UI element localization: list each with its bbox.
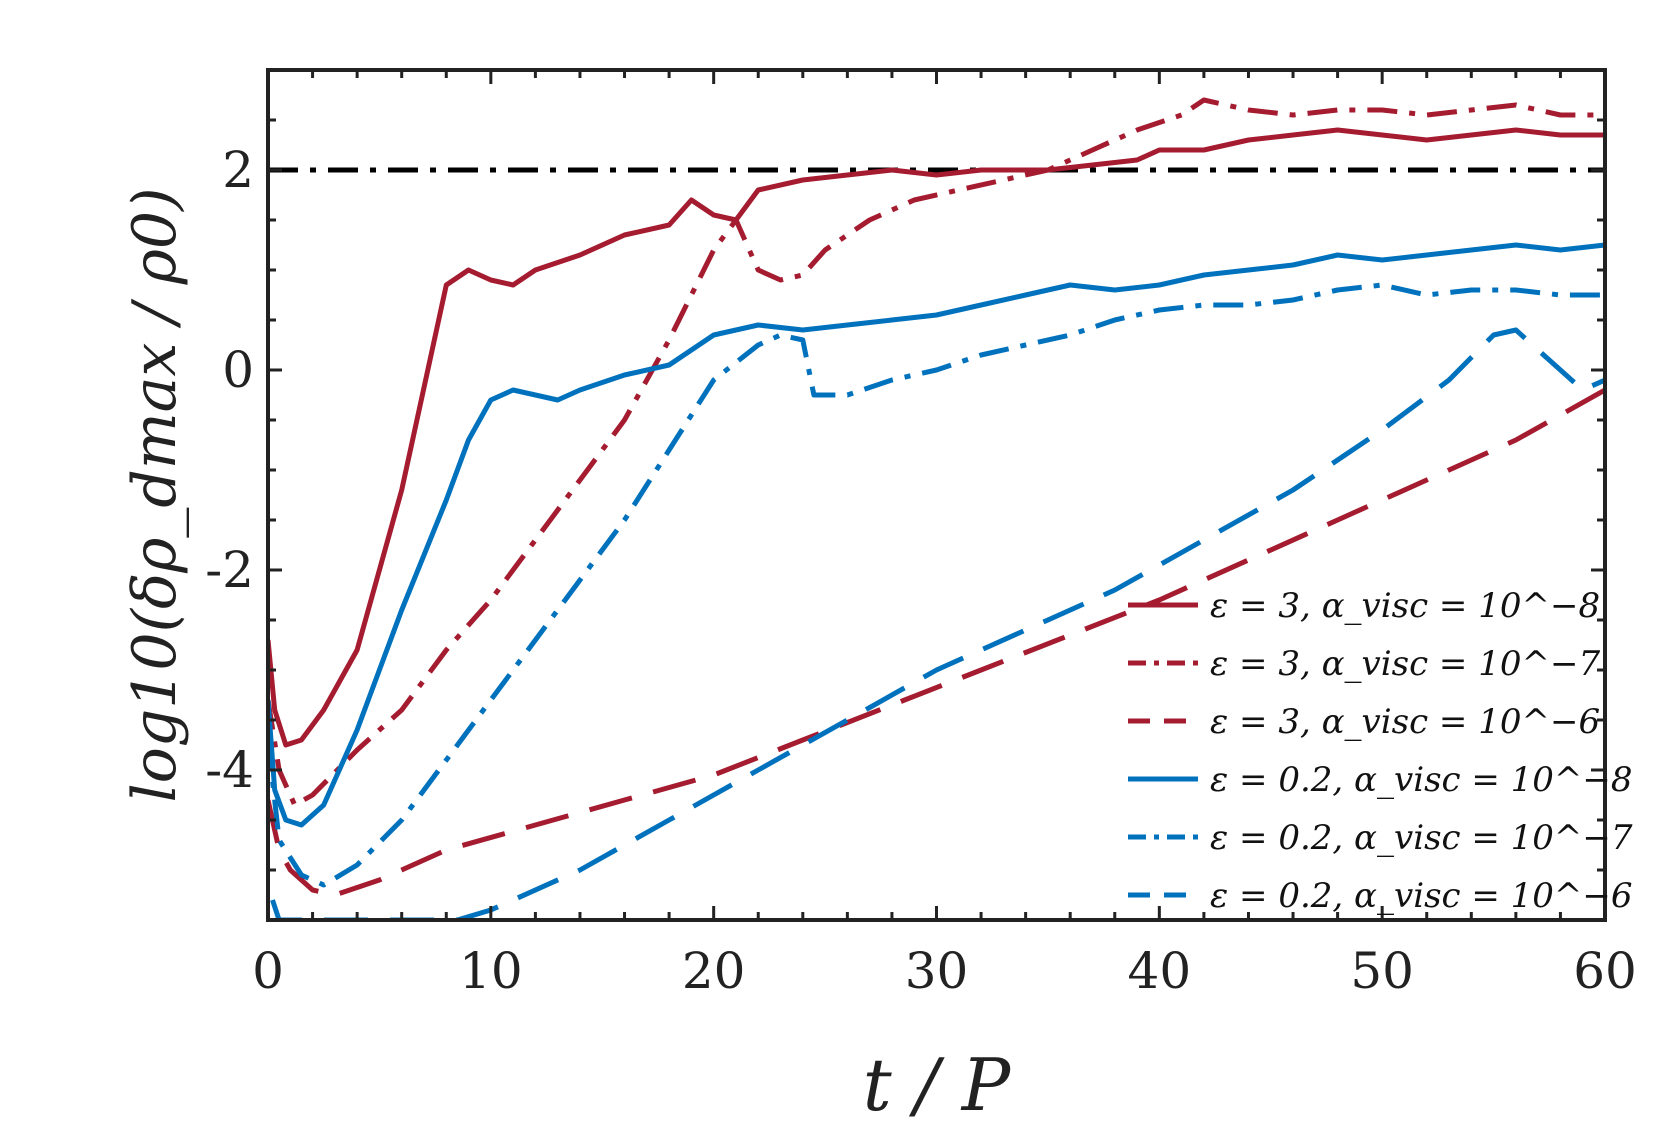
- legend-label-6: ε = 0.2, α_visc = 10^−6: [1210, 876, 1633, 916]
- x-axis-label: t / P: [863, 1043, 1012, 1127]
- series-line-1: [268, 127, 1605, 748]
- x-tick-label: 60: [1573, 942, 1637, 1000]
- series-line-2: [268, 97, 1605, 808]
- legend: ε = 3, α_visc = 10^−8 ε = 3, α_visc = 10^…: [1128, 586, 1633, 916]
- series-line-5: [268, 282, 1605, 888]
- x-tick-label: 30: [905, 942, 969, 1000]
- series-line-4: [268, 242, 1605, 828]
- y-tick-label: 0: [222, 341, 254, 399]
- x-tick-label: 50: [1350, 942, 1414, 1000]
- y-tick-label: 2: [222, 141, 254, 199]
- legend-label-5: ε = 0.2, α_visc = 10^−7: [1210, 818, 1633, 858]
- legend-label-3: ε = 3, α_visc = 10^−6: [1210, 702, 1600, 742]
- series-line-3: [268, 387, 1605, 898]
- legend-label-4: ε = 0.2, α_visc = 10^−8: [1210, 760, 1633, 800]
- legend-label-1: ε = 3, α_visc = 10^−8: [1210, 586, 1600, 626]
- x-tick-label: 40: [1128, 942, 1192, 1000]
- y-tick-label: -4: [205, 741, 254, 799]
- series-layer: [268, 97, 1605, 920]
- y-axis-label: log10(δρ_dmax / ρ0): [120, 188, 190, 803]
- series-line-6: [270, 327, 1605, 920]
- x-tick-label: 0: [252, 942, 284, 1000]
- x-tick-label: 20: [682, 942, 746, 1000]
- y-tick-label: -2: [205, 541, 254, 599]
- x-tick-label: 10: [459, 942, 523, 1000]
- tick-layer: 0 10 20 30 40 50 60 -4 -2 0 2: [205, 68, 1637, 1000]
- legend-label-2: ε = 3, α_visc = 10^−7: [1210, 644, 1600, 684]
